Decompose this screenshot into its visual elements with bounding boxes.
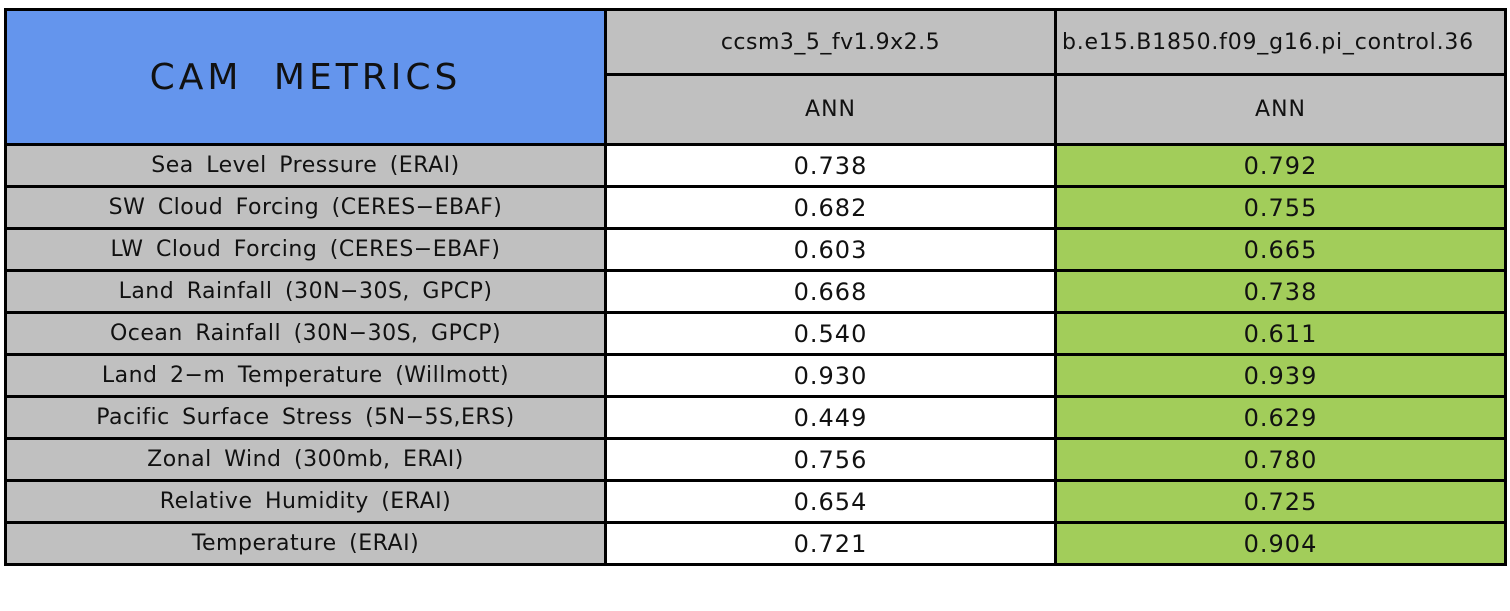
column-header-season-1: ANN	[604, 73, 1057, 146]
metric-value: 0.930	[604, 353, 1057, 398]
header-row-models: CAM METRICS ccsm3_5_fv1.9x2.5 b.e15.B185…	[4, 8, 1507, 146]
table-row: Pacific Surface Stress (5N−5S,ERS) 0.449…	[4, 395, 1507, 440]
table-row: Temperature (ERAI) 0.721 0.904	[4, 521, 1507, 566]
table-row: Land Rainfall (30N−30S, GPCP) 0.668 0.73…	[4, 269, 1507, 314]
metric-value: 0.792	[1054, 143, 1507, 188]
table-title: CAM METRICS	[4, 8, 607, 146]
metric-value: 0.668	[604, 269, 1057, 314]
metric-label: LW Cloud Forcing (CERES−EBAF)	[4, 227, 607, 272]
metric-label: Ocean Rainfall (30N−30S, GPCP)	[4, 311, 607, 356]
table-row: Land 2−m Temperature (Willmott) 0.930 0.…	[4, 353, 1507, 398]
table-row: LW Cloud Forcing (CERES−EBAF) 0.603 0.66…	[4, 227, 1507, 272]
metric-label: Relative Humidity (ERAI)	[4, 479, 607, 524]
metric-value: 0.904	[1054, 521, 1507, 566]
metric-value: 0.780	[1054, 437, 1507, 482]
header-row-seasons: ANN ANN	[6, 73, 1507, 146]
metric-value: 0.629	[1054, 395, 1507, 440]
cam-metrics-table: CAM METRICS ccsm3_5_fv1.9x2.5 b.e15.B185…	[4, 8, 1507, 566]
table-row: Zonal Wind (300mb, ERAI) 0.756 0.780	[4, 437, 1507, 482]
metric-value: 0.755	[1054, 185, 1507, 230]
metric-value: 0.738	[1054, 269, 1507, 314]
table-row: Relative Humidity (ERAI) 0.654 0.725	[4, 479, 1507, 524]
metric-value: 0.654	[604, 479, 1057, 524]
table-row: Ocean Rainfall (30N−30S, GPCP) 0.540 0.6…	[4, 311, 1507, 356]
column-header-model-ccsm3: ccsm3_5_fv1.9x2.5	[604, 8, 1057, 76]
metric-value: 0.540	[604, 311, 1057, 356]
metric-value: 0.665	[1054, 227, 1507, 272]
metric-value: 0.756	[604, 437, 1057, 482]
table-row: Sea Level Pressure (ERAI) 0.738 0.792	[4, 143, 1507, 188]
metric-label: Temperature (ERAI)	[4, 521, 607, 566]
metric-label: SW Cloud Forcing (CERES−EBAF)	[4, 185, 607, 230]
metric-value: 0.725	[1054, 479, 1507, 524]
metric-value: 0.721	[604, 521, 1057, 566]
metric-value: 0.682	[604, 185, 1057, 230]
metric-value: 0.603	[604, 227, 1057, 272]
metric-label: Land 2−m Temperature (Willmott)	[4, 353, 607, 398]
metric-label: Zonal Wind (300mb, ERAI)	[4, 437, 607, 482]
metric-value: 0.738	[604, 143, 1057, 188]
metric-label: Sea Level Pressure (ERAI)	[4, 143, 607, 188]
metric-value: 0.939	[1054, 353, 1507, 398]
column-header-season-2: ANN	[1054, 73, 1507, 146]
metric-label: Land Rainfall (30N−30S, GPCP)	[4, 269, 607, 314]
table-row: SW Cloud Forcing (CERES−EBAF) 0.682 0.75…	[4, 185, 1507, 230]
metric-value: 0.449	[604, 395, 1057, 440]
metric-value: 0.611	[1054, 311, 1507, 356]
column-header-model-b-e15: b.e15.B1850.f09_g16.pi_control.36	[1054, 8, 1507, 76]
metric-label: Pacific Surface Stress (5N−5S,ERS)	[4, 395, 607, 440]
